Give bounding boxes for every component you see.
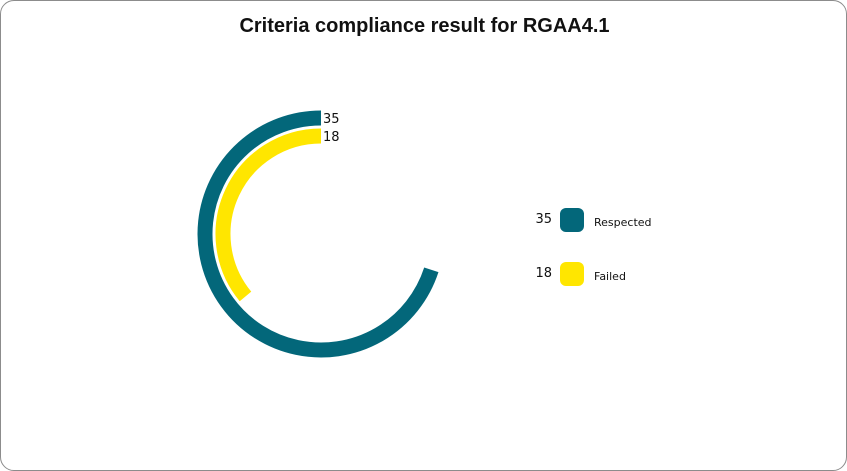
legend-swatch-respected	[560, 208, 584, 232]
radial-bar-failed[interactable]	[215, 128, 322, 302]
data-label-respected: 35	[323, 112, 340, 127]
data-label-failed: 18	[323, 130, 340, 145]
legend-value-failed: 18	[535, 266, 552, 281]
legend-label-respected: Respected	[594, 216, 652, 229]
legend-label-failed: Failed	[594, 270, 626, 283]
legend-swatch-failed	[560, 262, 584, 286]
legend-value-respected: 35	[535, 212, 552, 227]
chart-title: Criteria compliance result for RGAA4.1	[239, 15, 610, 37]
radial-bar-respected[interactable]	[197, 110, 439, 358]
